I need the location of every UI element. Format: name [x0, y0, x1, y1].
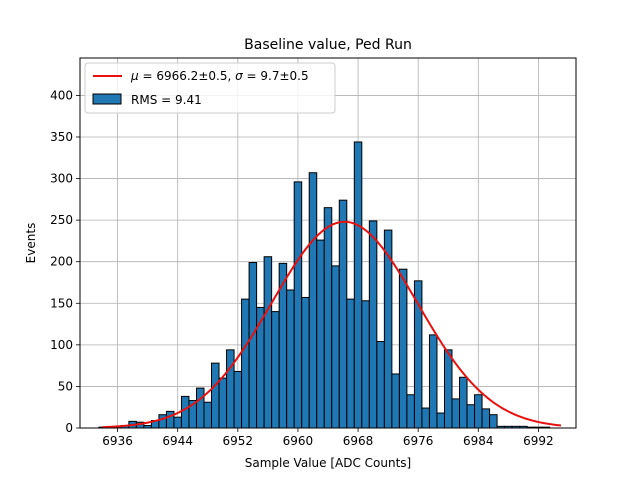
histogram-bar [180, 395, 190, 429]
histogram-bar [331, 265, 340, 429]
histogram-bar [165, 410, 175, 429]
histogram-bar [376, 341, 385, 429]
histogram-bar [218, 377, 228, 429]
x-tick-label: 6968 [343, 434, 374, 448]
y-tick-label: 350 [50, 130, 73, 144]
histogram-bar [436, 412, 445, 429]
x-tick-label: 6952 [223, 434, 254, 448]
histogram-bar [421, 407, 430, 429]
histogram-bar [203, 401, 213, 429]
plot-frame [79, 57, 577, 429]
x-tick-label: 6944 [162, 434, 193, 448]
y-tick-label: 300 [50, 172, 73, 186]
histogram-bar [368, 220, 378, 429]
y-axis-ticks: 0 50 100 150 200 250 300 350 400 [50, 88, 80, 435]
x-axis-ticks: 6936 6944 6952 6960 6968 6976 6984 6992 [102, 428, 554, 448]
histogram-bar [316, 239, 325, 429]
histogram-bar [443, 349, 453, 429]
x-tick-label: 6936 [102, 434, 133, 448]
x-tick-label: 6960 [283, 434, 314, 448]
histogram-bars [98, 141, 551, 429]
y-tick-label: 200 [50, 255, 73, 269]
histogram-bar [293, 181, 303, 429]
histogram-bar [263, 256, 273, 429]
histogram-bar [346, 298, 355, 429]
histogram-bar [211, 362, 220, 429]
histogram-bar [406, 394, 415, 429]
legend-sigma-symbol: σ [235, 69, 243, 83]
histogram-bar [353, 141, 363, 429]
fit-curve [102, 220, 562, 429]
y-tick-label: 0 [65, 421, 73, 435]
chart-title: Baseline value, Ped Run [244, 37, 412, 53]
legend-histogram-label: RMS = 9.41 [131, 93, 202, 107]
legend-mu-symbol: μ [130, 69, 139, 83]
histogram-bar [481, 408, 491, 429]
y-tick-label: 50 [58, 379, 73, 393]
legend-mu-value: = 6966.2±0.5, [139, 69, 235, 83]
y-tick-label: 250 [50, 213, 73, 227]
x-tick-label: 6976 [403, 434, 434, 448]
histogram-bar [248, 262, 258, 429]
histogram-bar [301, 296, 310, 429]
legend-fit-label: μ = 6966.2±0.5, σ = 9.7±0.5 [130, 69, 309, 83]
legend-histogram-swatch [92, 93, 122, 105]
x-axis-label: Sample Value [ADC Counts] [245, 456, 411, 470]
y-tick-label: 400 [50, 88, 73, 102]
histogram-bar [226, 349, 235, 429]
histogram-bar [451, 398, 461, 429]
histogram-bar [308, 172, 318, 429]
histogram-bar [428, 334, 438, 429]
y-axis-label: Events [24, 223, 38, 264]
y-tick-label: 150 [50, 296, 73, 310]
y-tick-label: 100 [50, 338, 73, 352]
histogram-bar [489, 414, 498, 429]
histogram-bar [398, 268, 408, 429]
x-tick-label: 6992 [523, 434, 554, 448]
histogram-bar [338, 199, 348, 429]
histogram-bar [474, 394, 483, 429]
legend: μ = 6966.2±0.5, σ = 9.7±0.5 RMS = 9.41 [84, 62, 336, 114]
histogram-bar [241, 298, 250, 429]
legend-box [84, 62, 336, 114]
histogram-bar [286, 289, 295, 429]
histogram-bar [361, 300, 370, 429]
histogram-bar [271, 311, 280, 429]
histogram-bar [158, 414, 167, 429]
x-tick-label: 6984 [463, 434, 494, 448]
legend-sigma-value: = 9.7±0.5 [243, 69, 309, 83]
gaussian-fit [102, 220, 562, 429]
histogram-bar [195, 387, 205, 429]
histogram-bar [233, 370, 243, 429]
histogram-bar [459, 376, 468, 429]
histogram-bar [173, 416, 182, 429]
histogram-bar [466, 404, 476, 429]
histogram-bar [391, 373, 400, 429]
histogram-bar [323, 207, 333, 429]
